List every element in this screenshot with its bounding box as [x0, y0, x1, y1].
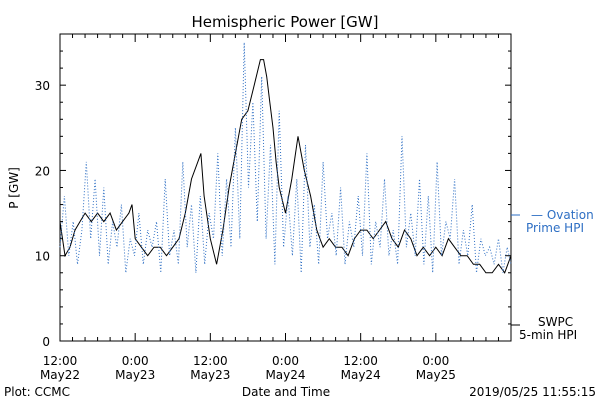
x-tick-date-label: May23 — [190, 368, 230, 382]
y-tick-label: 30 — [35, 79, 50, 93]
series-layer — [59, 42, 512, 274]
chart-title: Hemispheric Power [GW] — [192, 13, 379, 31]
legend-ovation-line2: Prime HPI — [526, 221, 584, 235]
x-tick-time-label: 0:00 — [272, 354, 299, 368]
x-tick-date-label: May23 — [115, 368, 155, 382]
y-tick-label: 0 — [42, 335, 50, 349]
series-line-swpc — [59, 59, 512, 274]
x-tick-date-label: May24 — [341, 368, 381, 382]
y-tick-label: 20 — [35, 164, 50, 178]
legend-ovation-line1: — Ovation — [531, 208, 594, 222]
y-axis: 0 10 20 30 — [35, 33, 511, 349]
x-tick-date-label: May25 — [416, 368, 456, 382]
x-tick-time-label: 12:00 — [43, 354, 78, 368]
y-tick-label: 10 — [35, 250, 50, 264]
legend-swpc-line1: SWPC — [538, 315, 573, 329]
series-line-ovation — [59, 42, 512, 273]
x-tick-time-label: 12:00 — [343, 354, 378, 368]
x-tick-time-label: 0:00 — [122, 354, 149, 368]
x-tick-time-label: 12:00 — [193, 354, 228, 368]
x-axis-label: Date and Time — [242, 385, 330, 399]
x-tick-date-label: May22 — [40, 368, 80, 382]
plot-credit: Plot: CCMC — [4, 385, 70, 399]
x-axis: 12:00May220:00May2312:00May230:00May2412… — [40, 34, 499, 382]
x-tick-date-label: May24 — [265, 368, 305, 382]
legend-swpc-line2: 5-min HPI — [519, 328, 577, 342]
plot-timestamp: 2019/05/25 11:55:15 — [469, 385, 596, 399]
x-tick-time-label: 0:00 — [422, 354, 449, 368]
plot-frame — [59, 33, 512, 342]
y-axis-label: P [GW] — [7, 167, 21, 209]
